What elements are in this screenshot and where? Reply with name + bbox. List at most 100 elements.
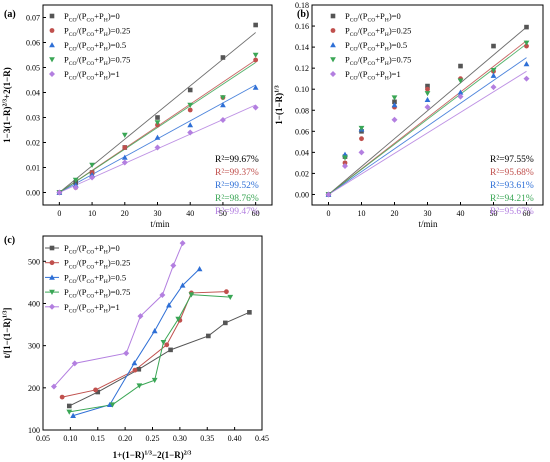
data-point-s2-2 <box>93 387 98 393</box>
fit-line-1 <box>328 26 527 195</box>
data-point-s1-6 <box>223 320 228 326</box>
y-tick-label: 0.10 <box>295 85 309 94</box>
data-point-s2-2 <box>342 160 348 166</box>
y-tick-label: 0.14 <box>295 43 309 52</box>
data-point-s1-5 <box>425 83 430 89</box>
legend-entry: PCO/(PCO+PH)=1​ <box>64 69 120 82</box>
data-point-s5-6 <box>457 93 464 100</box>
data-point-s4-7 <box>188 292 195 298</box>
data-point-s3-5 <box>166 302 172 308</box>
data-point-s3-7 <box>196 266 203 272</box>
x-tick-label: 60 <box>252 209 260 218</box>
x-tick-label: 50 <box>219 209 227 218</box>
x-tick-label: 0.30 <box>173 434 187 443</box>
legend-entry: PCO/(PCO+PH)=0.25​ <box>345 26 411 39</box>
x-tick-label: 40 <box>186 209 194 218</box>
data-point-s1-7 <box>247 310 252 315</box>
y-tick-label: 0.08 <box>295 106 309 115</box>
data-point-s2-3 <box>359 136 364 142</box>
x-tick-label: 60 <box>523 209 531 218</box>
series-line-4 <box>69 294 231 413</box>
data-point-s2-4 <box>164 342 170 348</box>
data-point-s5-5 <box>159 292 166 299</box>
legend-entry: PCO/(PCO+PH)=0.5​ <box>64 40 126 53</box>
data-point-s3-3 <box>131 360 138 366</box>
data-point-s5-7 <box>219 117 226 123</box>
data-point-s5-3 <box>123 350 130 357</box>
data-point-s3-8 <box>523 61 530 67</box>
data-point-s5-8 <box>523 75 530 82</box>
x-tick-label: 0.05 <box>36 434 50 443</box>
x-tick-label: 0.25 <box>146 434 160 443</box>
y-axis-title: t/[1−(1−R)1/3]​ <box>2 308 12 359</box>
data-point-s5-1 <box>325 191 332 198</box>
r2-label: R²=99.67% <box>215 155 259 165</box>
legend-marker <box>49 289 55 295</box>
data-point-s5-3 <box>358 149 365 156</box>
data-point-s5-5 <box>424 104 431 111</box>
data-point-s3-5 <box>154 134 161 140</box>
data-point-s1-4 <box>168 347 173 353</box>
y-tick-label: 0.02 <box>26 139 40 148</box>
data-point-s5-7 <box>490 84 497 91</box>
x-tick-label: 10 <box>358 209 366 218</box>
data-point-s1-6 <box>187 87 193 93</box>
y-tick-label: 0.06 <box>295 127 309 136</box>
data-point-s4-5 <box>160 339 167 346</box>
fit-line-5 <box>328 70 527 195</box>
legend-marker <box>49 71 55 77</box>
x-tick-label: 0.15 <box>91 434 105 443</box>
data-point-s3-5 <box>424 96 431 103</box>
data-point-s1-6 <box>458 63 463 69</box>
legend-marker <box>49 28 55 33</box>
data-point-s4-4 <box>391 95 398 101</box>
data-point-s5-2 <box>342 163 348 170</box>
legend-marker <box>49 274 55 280</box>
data-point-s2-1 <box>59 394 65 400</box>
r2-label: R²=93.61% <box>490 181 534 191</box>
legend-entry: PCO/(PCO+PH)=0.75​ <box>345 55 411 68</box>
data-point-s4-6 <box>457 78 464 84</box>
data-point-s5-4 <box>391 116 398 123</box>
x-tick-label: 20 <box>121 209 129 218</box>
data-point-s5-8 <box>252 104 259 111</box>
data-point-s2-4 <box>122 145 128 150</box>
x-tick-label: 0.45 <box>255 434 269 443</box>
data-point-s3-7 <box>220 102 226 108</box>
data-point-s1-1 <box>66 403 72 409</box>
data-point-s1-8 <box>253 22 258 28</box>
r2-label: R²=99.37% <box>215 168 259 178</box>
data-point-s3-7 <box>490 72 497 78</box>
y-tick-label: 400 <box>28 299 40 308</box>
x-tick-label: 10 <box>88 209 96 218</box>
data-point-s5-5 <box>154 144 161 151</box>
r2-label: R²=95.68% <box>490 168 534 178</box>
legend-marker <box>330 42 336 48</box>
x-tick-label: 40 <box>457 209 465 218</box>
panel-label: (b) <box>297 9 309 20</box>
data-point-s4-6 <box>175 316 182 322</box>
legend-entry: PCO/(PCO+PH)=0​ <box>345 11 401 24</box>
data-point-s5-7 <box>179 240 186 247</box>
y-tick-label: 200 <box>28 384 40 393</box>
chart-panel-1: 0 10 20 30 40 50 60 0.00 0.01 0.02 0.03 0.04 0.05 0.0… <box>2 4 273 229</box>
data-point-s1-7 <box>220 55 226 60</box>
y-tick-label: 500 <box>28 257 40 266</box>
r2-label: R²=94.21% <box>490 194 534 204</box>
legend-entry: PCO/(PCO+PH)=0​ <box>64 11 120 24</box>
legend-entry: PCO/(PCO+PH)=0.75​ <box>64 287 130 300</box>
x-tick-label: 0.10 <box>63 434 77 443</box>
x-tick-label: 0 <box>327 209 331 218</box>
x-tick-label: 0.40 <box>228 434 242 443</box>
data-point-s4-2 <box>342 155 348 161</box>
data-point-s2-8 <box>253 57 259 63</box>
legend-entry: PCO/(PCO+PH)=0.5​ <box>345 40 407 53</box>
legend-marker <box>49 303 55 310</box>
data-point-s3-8 <box>252 84 259 90</box>
legend-marker <box>330 57 336 63</box>
data-point-s3-4 <box>121 154 128 160</box>
data-point-s5-4 <box>137 313 144 320</box>
x-tick-label: 0.35 <box>200 434 214 443</box>
r2-label: R²=95.67% <box>490 207 534 217</box>
